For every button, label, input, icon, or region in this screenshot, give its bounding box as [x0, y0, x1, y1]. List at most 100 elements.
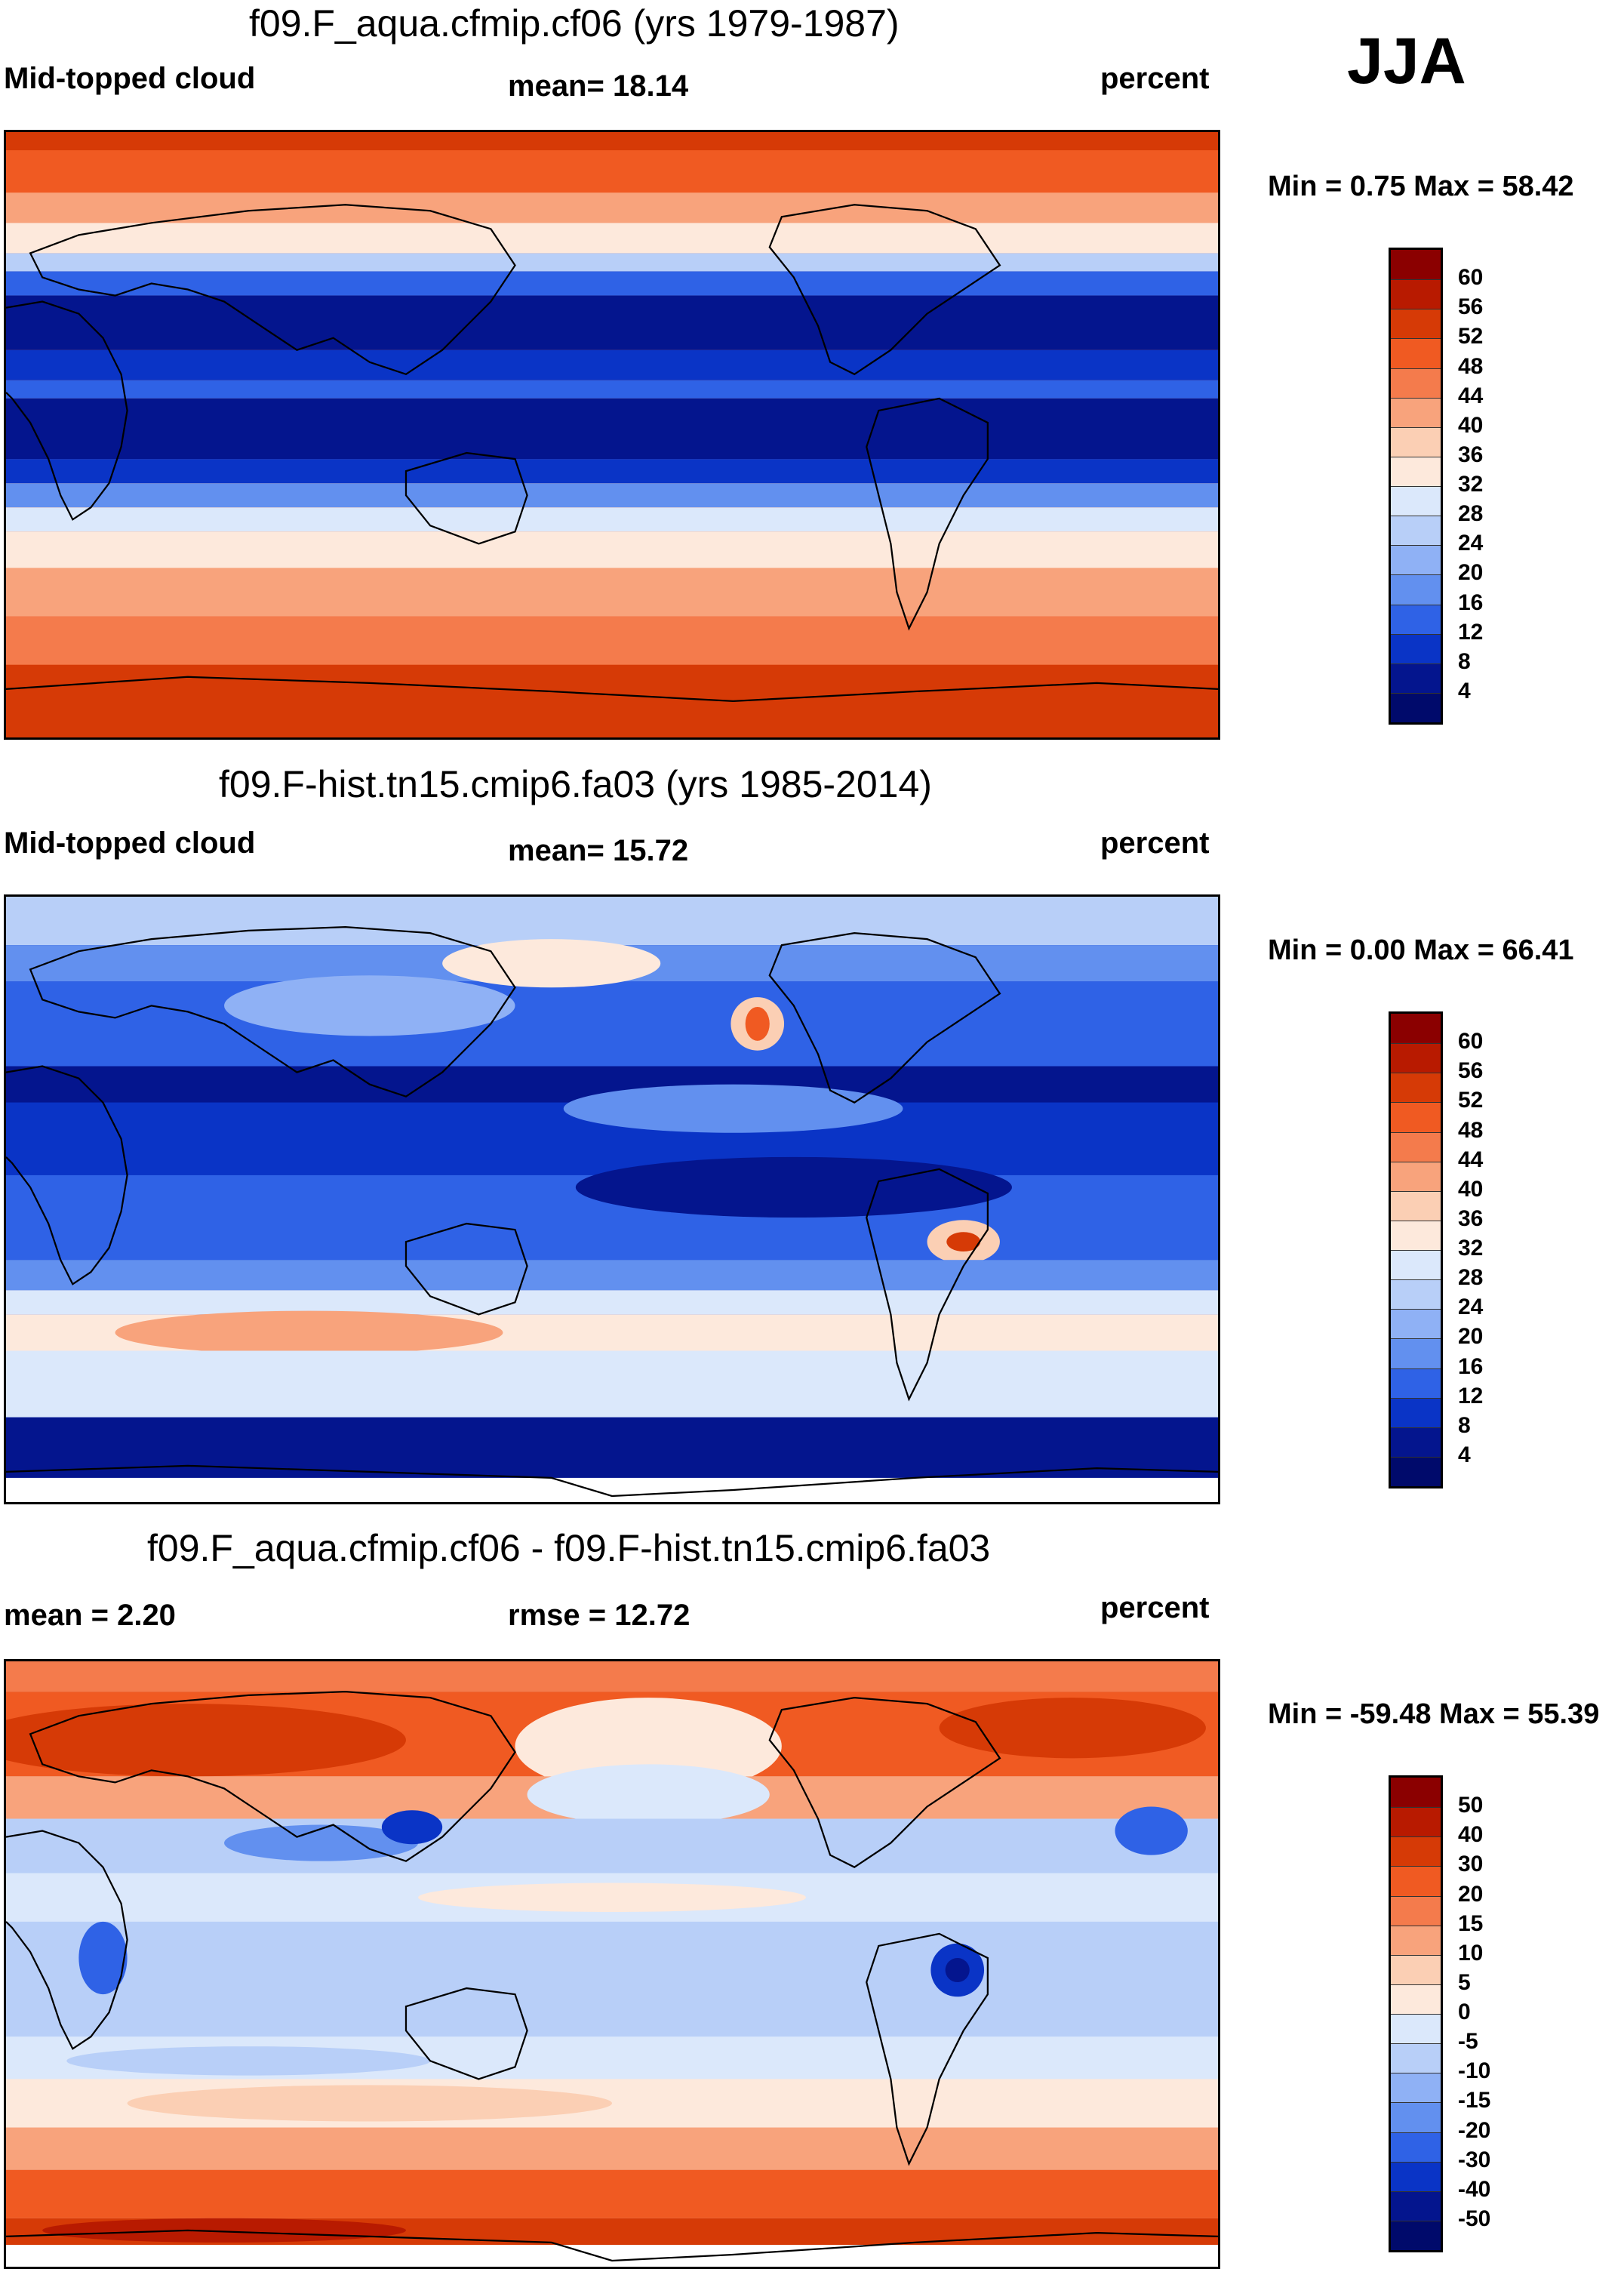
colorbar-swatch [1391, 1368, 1441, 1398]
colorbar-swatch [1391, 516, 1441, 546]
colorbar-swatch [1391, 1102, 1441, 1132]
colorbar-label: 40 [1458, 412, 1484, 438]
colorbar-swatch [1391, 2014, 1441, 2044]
colorbar-swatch [1391, 309, 1441, 339]
colorbar-swatch [1391, 279, 1441, 309]
colorbar-swatch [1391, 456, 1441, 486]
colorbar-label: 36 [1458, 1205, 1484, 1231]
colorbar-label: 56 [1458, 294, 1484, 320]
colorbar-swatch [1391, 1279, 1441, 1310]
colorbar-swatch [1391, 1397, 1441, 1427]
panel1-title: f09.F_aqua.cfmip.cf06 (yrs 1979-1987) [249, 2, 900, 45]
colorbar-label: 4 [1458, 678, 1471, 703]
colorbar-swatch [1391, 2190, 1441, 2221]
colorbar-label: 28 [1458, 1265, 1484, 1291]
colorbar-label: 0 [1458, 2000, 1471, 2024]
panel1-field [6, 132, 1218, 737]
colorbar-swatch [1391, 397, 1441, 427]
colorbar-label: 50 [1458, 1793, 1484, 1818]
colorbar-label: 20 [1458, 560, 1484, 586]
colorbar-swatch [1391, 1073, 1441, 1103]
colorbar-swatch [1391, 2161, 1441, 2191]
panel2-colorbar [1389, 1011, 1443, 1488]
panel1-colorbar [1389, 248, 1443, 725]
colorbar-label: 44 [1458, 383, 1484, 408]
panel3-rmse: rmse = 12.72 [508, 1599, 691, 1632]
colorbar-swatch [1391, 1131, 1441, 1162]
colorbar-swatch [1391, 604, 1441, 634]
colorbar-swatch [1391, 338, 1441, 368]
colorbar-swatch [1391, 1161, 1441, 1191]
colorbar-label: -10 [1458, 2058, 1491, 2084]
colorbar-label: 20 [1458, 1881, 1484, 1907]
colorbar-swatch [1391, 2220, 1441, 2250]
colorbar-swatch [1391, 692, 1441, 722]
colorbar-swatch [1391, 1338, 1441, 1368]
colorbar-swatch [1391, 663, 1441, 693]
colorbar-label: 8 [1458, 648, 1471, 674]
colorbar-swatch [1391, 250, 1441, 280]
colorbar-swatch [1391, 1925, 1441, 1955]
colorbar-swatch [1391, 368, 1441, 398]
colorbar-swatch [1391, 1220, 1441, 1250]
panel3-coastlines [6, 1690, 1218, 2262]
colorbar-label: 28 [1458, 501, 1484, 527]
colorbar-swatch [1391, 1984, 1441, 2014]
colorbar-swatch [1391, 486, 1441, 516]
colorbar-label: 12 [1458, 619, 1484, 645]
colorbar-label: 32 [1458, 1236, 1484, 1261]
colorbar-swatch [1391, 1836, 1441, 1867]
colorbar-label: 15 [1458, 1910, 1484, 1936]
panel3-minmax: Min = -59.48 Max = 55.39 [1268, 1698, 1600, 1730]
panel2-units: percent [1100, 827, 1210, 860]
colorbar-swatch [1391, 426, 1441, 457]
colorbar-swatch [1391, 2132, 1441, 2162]
colorbar-label: -30 [1458, 2147, 1491, 2172]
colorbar-swatch [1391, 2073, 1441, 2103]
colorbar-swatch [1391, 1807, 1441, 1837]
colorbar-label: -20 [1458, 2117, 1491, 2143]
colorbar-label: -15 [1458, 2088, 1491, 2113]
colorbar-swatch [1391, 1043, 1441, 1073]
panel2-coastlines [6, 925, 1218, 1498]
panel2-map [4, 894, 1220, 1504]
colorbar-label: 40 [1458, 1176, 1484, 1202]
colorbar-swatch [1391, 574, 1441, 605]
colorbar-swatch [1391, 1427, 1441, 1457]
colorbar-label: -40 [1458, 2176, 1491, 2202]
colorbar-label: 44 [1458, 1147, 1484, 1172]
colorbar-swatch [1391, 1778, 1441, 1808]
colorbar-swatch [1391, 1895, 1441, 1926]
panel1-left-label: Mid-topped cloud [4, 62, 256, 95]
colorbar-swatch [1391, 2043, 1441, 2073]
panel3-mean: mean = 2.20 [4, 1599, 176, 1632]
panel1-coastlines [6, 204, 1218, 703]
panel1-map [4, 130, 1220, 740]
colorbar-label: -5 [1458, 2029, 1478, 2055]
colorbar-swatch [1391, 633, 1441, 663]
panel2-left-label: Mid-topped cloud [4, 827, 256, 860]
colorbar-label: -50 [1458, 2206, 1491, 2231]
panel3-title: f09.F_aqua.cfmip.cf06 - f09.F-hist.tn15.… [147, 1527, 991, 1569]
colorbar-label: 60 [1458, 265, 1484, 291]
colorbar-label: 48 [1458, 353, 1484, 379]
colorbar-label: 52 [1458, 324, 1484, 349]
colorbar-swatch [1391, 1456, 1441, 1486]
colorbar-label: 30 [1458, 1852, 1484, 1877]
season-label: JJA [1347, 25, 1466, 97]
colorbar-swatch [1391, 1954, 1441, 1984]
panel2-minmax: Min = 0.00 Max = 66.41 [1268, 934, 1574, 966]
panel3-field [6, 1661, 1218, 2267]
panel2-title: f09.F-hist.tn15.cmip6.fa03 (yrs 1985-201… [219, 763, 932, 805]
colorbar-swatch [1391, 545, 1441, 575]
colorbar-label: 56 [1458, 1058, 1484, 1084]
colorbar-label: 16 [1458, 590, 1484, 615]
colorbar-label: 8 [1458, 1412, 1471, 1438]
colorbar-label: 20 [1458, 1324, 1484, 1350]
colorbar-swatch [1391, 1014, 1441, 1044]
colorbar-swatch [1391, 2102, 1441, 2132]
colorbar-swatch [1391, 1190, 1441, 1221]
panel1-mean: mean= 18.14 [508, 69, 689, 103]
colorbar-label: 12 [1458, 1383, 1484, 1408]
panel3-colorbar [1389, 1775, 1443, 2252]
